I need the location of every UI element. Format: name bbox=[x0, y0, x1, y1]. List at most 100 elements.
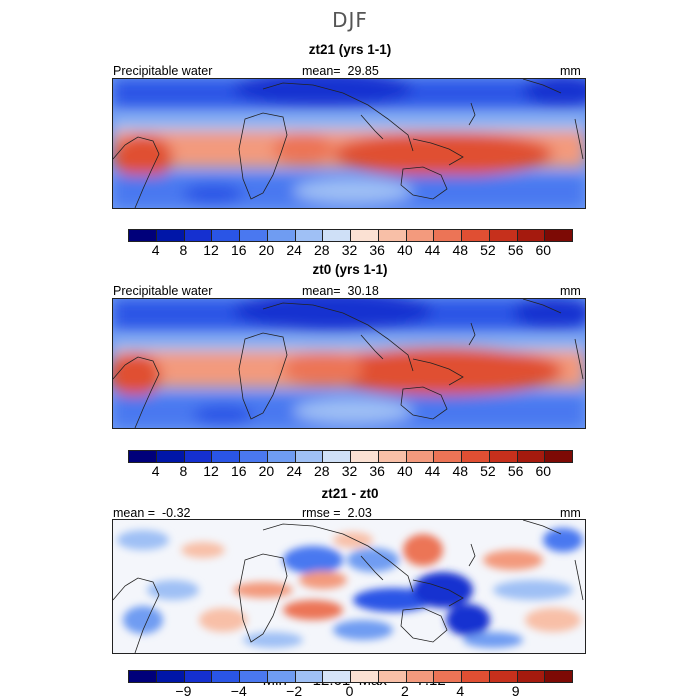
panel3-mean: mean = -0.32 bbox=[113, 506, 191, 520]
panel3-map bbox=[112, 519, 586, 654]
colorbar-swatch bbox=[434, 671, 462, 682]
colorbar-swatch bbox=[351, 451, 379, 462]
panel3-rmse-value: 2.03 bbox=[347, 506, 372, 520]
colorbar-swatch bbox=[129, 671, 157, 682]
colorbar-swatch bbox=[517, 671, 546, 682]
colorbar-swatch bbox=[406, 230, 435, 241]
colorbar-tick-label: 12 bbox=[203, 242, 219, 258]
panel3-colorbar-ticks: −9 −4 −2 0 2 4 9 bbox=[128, 683, 571, 699]
colorbar-tick-label: 52 bbox=[480, 242, 496, 258]
colorbar-swatch bbox=[323, 671, 351, 682]
panel1-colorbar-ticks: 4 8 12 16 20 24 28 32 36 40 44 48 52 56 60 bbox=[128, 242, 571, 258]
colorbar-swatch bbox=[267, 451, 296, 462]
colorbar-tick-label: 36 bbox=[369, 463, 385, 479]
colorbar-tick-label: 32 bbox=[341, 463, 358, 479]
colorbar-tick-label: −2 bbox=[286, 683, 303, 699]
colorbar-swatch bbox=[184, 671, 213, 682]
colorbar-swatch bbox=[129, 451, 157, 462]
panel2-map bbox=[112, 298, 586, 429]
colorbar-swatch bbox=[489, 671, 518, 682]
colorbar-swatch bbox=[406, 451, 435, 462]
colorbar-swatch bbox=[184, 230, 213, 241]
colorbar-swatch bbox=[240, 230, 268, 241]
panel1-title: zt21 (yrs 1-1) bbox=[308, 42, 392, 57]
colorbar-tick-label: 44 bbox=[424, 463, 441, 479]
panel2-coastlines bbox=[113, 299, 584, 428]
panel1-map bbox=[112, 78, 586, 209]
panel2-units: mm bbox=[560, 284, 581, 298]
panel2-map-field bbox=[113, 299, 585, 428]
colorbar-tick-label: −9 bbox=[175, 683, 192, 699]
colorbar-tick-label: 44 bbox=[424, 242, 441, 258]
colorbar-tick-label: 4 bbox=[151, 463, 160, 479]
colorbar-tick-label: 8 bbox=[179, 242, 188, 258]
panel2-field-label: Precipitable water bbox=[113, 284, 213, 298]
colorbar-swatch bbox=[212, 671, 240, 682]
panel1-coastlines bbox=[113, 79, 584, 208]
colorbar-swatch bbox=[267, 230, 296, 241]
colorbar-tick-label: 36 bbox=[369, 242, 385, 258]
colorbar-swatch bbox=[184, 451, 213, 462]
panel3-mean-value: -0.32 bbox=[162, 506, 191, 520]
colorbar-swatch bbox=[156, 451, 185, 462]
panel1-units: mm bbox=[560, 64, 581, 78]
colorbar-swatch bbox=[489, 451, 518, 462]
colorbar-swatch bbox=[434, 230, 462, 241]
colorbar-swatch bbox=[323, 230, 351, 241]
colorbar-swatch bbox=[406, 671, 435, 682]
colorbar-tick-label: 48 bbox=[452, 242, 469, 258]
panel3-coastlines bbox=[113, 520, 584, 653]
colorbar-swatch bbox=[212, 451, 240, 462]
colorbar-tick-label: 28 bbox=[314, 463, 330, 479]
panel1-field-label: Precipitable water bbox=[113, 64, 213, 78]
colorbar-tick-label: 56 bbox=[507, 242, 524, 258]
colorbar-swatch bbox=[267, 671, 296, 682]
panel2-title: zt0 (yrs 1-1) bbox=[312, 262, 388, 277]
colorbar-swatch bbox=[517, 451, 546, 462]
colorbar-swatch bbox=[295, 451, 324, 462]
colorbar-swatch bbox=[462, 451, 490, 462]
colorbar-swatch bbox=[129, 230, 157, 241]
colorbar-tick-label: 16 bbox=[230, 242, 247, 258]
panel2-mean: mean= 30.18 bbox=[302, 284, 379, 298]
colorbar-tick-label: −4 bbox=[230, 683, 247, 699]
colorbar-swatch bbox=[378, 230, 407, 241]
colorbar-tick-label: 56 bbox=[507, 463, 524, 479]
colorbar-tick-label: 4 bbox=[456, 683, 465, 699]
colorbar-tick-label: 52 bbox=[480, 463, 496, 479]
colorbar-swatch bbox=[351, 671, 379, 682]
colorbar-tick-label: 8 bbox=[179, 463, 188, 479]
colorbar-swatch bbox=[378, 671, 407, 682]
colorbar-swatch bbox=[462, 230, 490, 241]
colorbar-swatch bbox=[351, 230, 379, 241]
colorbar-tick-label: 40 bbox=[397, 242, 413, 258]
panel3-title: zt21 - zt0 bbox=[321, 486, 379, 501]
colorbar-swatch bbox=[434, 451, 462, 462]
colorbar-swatch bbox=[240, 671, 268, 682]
panel3-colorbar bbox=[128, 670, 573, 683]
panel1-map-field bbox=[113, 79, 585, 208]
colorbar-swatch bbox=[156, 230, 185, 241]
colorbar-swatch bbox=[517, 230, 546, 241]
colorbar-tick-label: 12 bbox=[203, 463, 219, 479]
page-title: DJF bbox=[332, 8, 368, 32]
colorbar-tick-label: 24 bbox=[286, 463, 302, 479]
colorbar-swatch bbox=[489, 230, 518, 241]
panel3-rmse: rmse = 2.03 bbox=[302, 506, 372, 520]
colorbar-tick-label: 60 bbox=[535, 242, 552, 258]
panel2-mean-value: 30.18 bbox=[347, 284, 379, 298]
colorbar-tick-label: 48 bbox=[452, 463, 469, 479]
panel3-units: mm bbox=[560, 506, 581, 520]
colorbar-swatch bbox=[545, 230, 572, 241]
colorbar-swatch bbox=[545, 671, 572, 682]
colorbar-swatch bbox=[462, 671, 490, 682]
colorbar-tick-label: 28 bbox=[314, 242, 330, 258]
panel1-colorbar bbox=[128, 229, 573, 242]
panel2-mean-label: mean= bbox=[302, 284, 341, 298]
colorbar-tick-label: 40 bbox=[397, 463, 413, 479]
panel2-colorbar-ticks: 4 8 12 16 20 24 28 32 36 40 44 48 52 56 60 bbox=[128, 463, 571, 479]
colorbar-tick-label: 20 bbox=[258, 242, 275, 258]
colorbar-tick-label: 16 bbox=[230, 463, 247, 479]
colorbar-tick-label: 4 bbox=[151, 242, 160, 258]
colorbar-swatch bbox=[156, 671, 185, 682]
